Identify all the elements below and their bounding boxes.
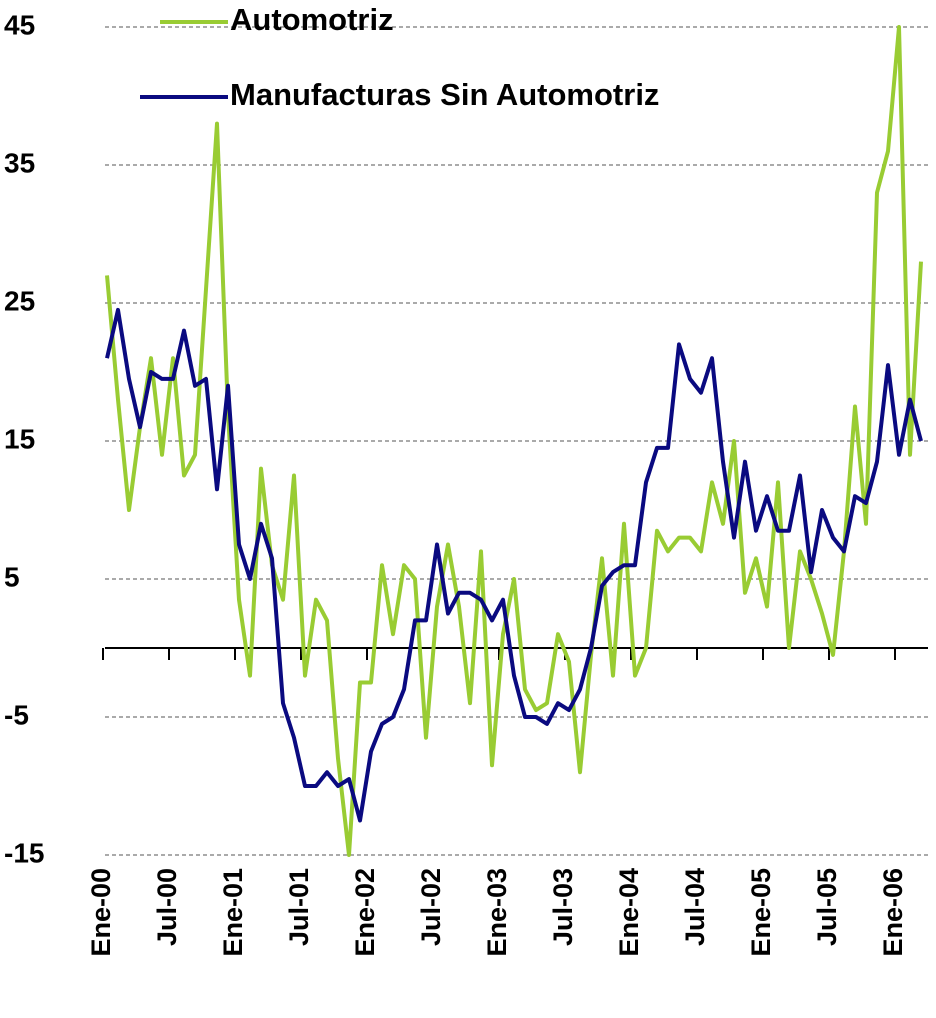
x-tick-label: Jul-04: [680, 868, 710, 946]
y-tick-label: 5: [4, 561, 20, 592]
x-tick-label: Jul-01: [284, 868, 314, 946]
x-tick-label: Ene-01: [218, 868, 248, 957]
x-tick-label: Ene-00: [86, 868, 116, 957]
line-series: [105, 307, 923, 823]
x-tick-label: Jul-05: [812, 868, 842, 946]
x-tick-label: Ene-05: [746, 868, 776, 957]
x-tick-label: Ene-06: [878, 868, 908, 957]
y-tick-label: -15: [4, 837, 44, 868]
x-tick-label: Jul-02: [416, 868, 446, 946]
x-tick-label: Jul-00: [152, 868, 182, 946]
line-series: [105, 25, 923, 857]
y-tick-label: 45: [4, 9, 35, 40]
x-tick-label: Ene-03: [482, 868, 512, 957]
y-tick-label: 35: [4, 147, 35, 178]
x-tick-label: Jul-03: [548, 868, 578, 946]
y-tick-label: -5: [4, 699, 29, 730]
legend-label: Automotriz: [230, 2, 394, 37]
x-tick-label: Ene-02: [350, 868, 380, 957]
x-tick-label: Ene-04: [614, 868, 644, 957]
legend-label: Manufacturas Sin Automotriz: [230, 77, 659, 112]
y-tick-label: 25: [4, 285, 35, 316]
y-tick-label: 15: [4, 423, 35, 454]
